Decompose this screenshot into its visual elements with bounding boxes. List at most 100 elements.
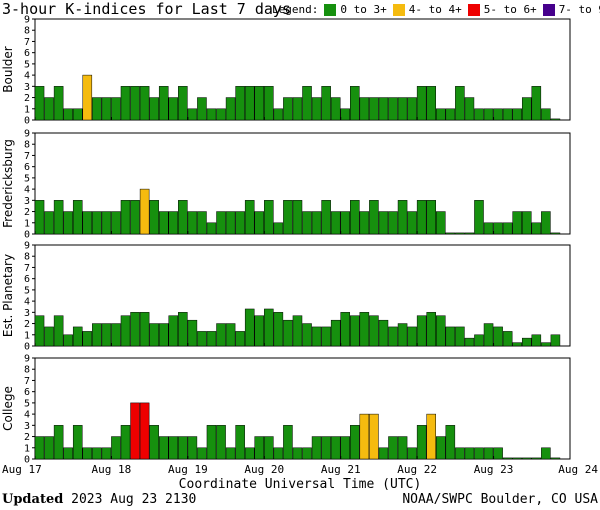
legend-item-4-to-4: 4- to 4+ (408, 3, 462, 16)
bar (359, 312, 370, 347)
legend-swatch-4-to-4 (392, 3, 405, 16)
y-tick-label: 0 (24, 230, 30, 241)
bar (397, 97, 408, 121)
bar (330, 97, 341, 121)
bar (474, 108, 484, 121)
bar (168, 436, 179, 460)
bar (397, 323, 408, 347)
bar (302, 447, 312, 460)
bar (149, 97, 159, 121)
bar (178, 312, 188, 347)
bar (512, 457, 522, 460)
bar (321, 326, 331, 347)
bar (44, 436, 54, 460)
bar (206, 331, 217, 347)
y-tick-label: 8 (24, 26, 30, 37)
legend-item-5-to-6: 5- to 6+ (483, 3, 537, 16)
bar (388, 97, 398, 121)
bar (254, 315, 265, 347)
bar (101, 447, 112, 460)
legend-swatch-7-to-9 (542, 3, 555, 16)
bar (101, 97, 112, 121)
bar (493, 326, 503, 347)
bar (407, 326, 417, 347)
x-tick-label: Aug 18 (92, 463, 132, 476)
bar (206, 425, 217, 460)
y-tick-label: 4 (24, 185, 30, 196)
bar (197, 97, 207, 121)
bar (264, 436, 274, 460)
bar (455, 326, 465, 347)
bar (541, 342, 551, 347)
bar (340, 211, 351, 235)
y-tick-label: 6 (24, 162, 30, 173)
bar (225, 97, 236, 121)
bar (407, 97, 417, 121)
bar (464, 97, 475, 121)
bar (225, 323, 236, 347)
bar (311, 97, 322, 121)
bar (502, 222, 513, 235)
bar (235, 425, 245, 460)
x-tick-label: Aug 19 (168, 463, 208, 476)
bar (111, 323, 121, 347)
bar (264, 200, 274, 235)
bar (550, 118, 561, 121)
bar (244, 447, 255, 460)
bar (197, 331, 207, 347)
bar (72, 326, 83, 347)
bar (53, 200, 64, 235)
updated-value: 2023 Aug 23 2130 (71, 492, 197, 507)
bar (350, 86, 360, 121)
x-tick-label: Aug 21 (321, 463, 361, 476)
bar (53, 425, 64, 460)
bar (264, 86, 274, 121)
bar (397, 200, 408, 235)
bar (521, 457, 532, 460)
y-tick-label: 9 (24, 241, 30, 252)
y-tick-label: 8 (24, 140, 30, 151)
legend: Legend: 0 to 3+ 4- to 4+ 5- to 6+ 7- to … (272, 3, 600, 16)
y-tick-label: 3 (24, 308, 30, 319)
bar (474, 200, 484, 235)
bar (120, 315, 131, 347)
bar (311, 211, 322, 235)
bar (426, 200, 437, 235)
y-tick-label: 1 (24, 443, 30, 454)
bar (111, 211, 121, 235)
bar (493, 222, 503, 235)
bar (330, 211, 341, 235)
bar (378, 97, 389, 121)
bar (92, 447, 102, 460)
bar (130, 200, 140, 235)
bar (283, 425, 293, 460)
bar (416, 86, 427, 121)
bar (254, 86, 265, 121)
x-tick-label: Aug 17 (2, 463, 42, 476)
bar (550, 334, 561, 347)
bar (493, 108, 503, 121)
bar (350, 200, 360, 235)
bar (187, 319, 198, 347)
bar (531, 334, 542, 347)
legend-label: Legend: (272, 3, 319, 16)
bar (158, 436, 169, 460)
bar (502, 108, 513, 121)
bar (321, 200, 331, 235)
y-tick-label: 8 (24, 365, 30, 376)
bar (130, 402, 140, 460)
bar (187, 211, 198, 235)
y-tick-label: 5 (24, 59, 30, 70)
bar (264, 308, 274, 347)
legend-item-0-to-3: 0 to 3+ (340, 3, 387, 16)
bar (292, 200, 303, 235)
bar (216, 108, 226, 121)
bar (216, 211, 226, 235)
bar (34, 200, 45, 235)
bar (178, 86, 188, 121)
bar (273, 312, 284, 347)
bar (235, 211, 245, 235)
bar (82, 74, 93, 121)
y-tick-label: 3 (24, 82, 30, 93)
